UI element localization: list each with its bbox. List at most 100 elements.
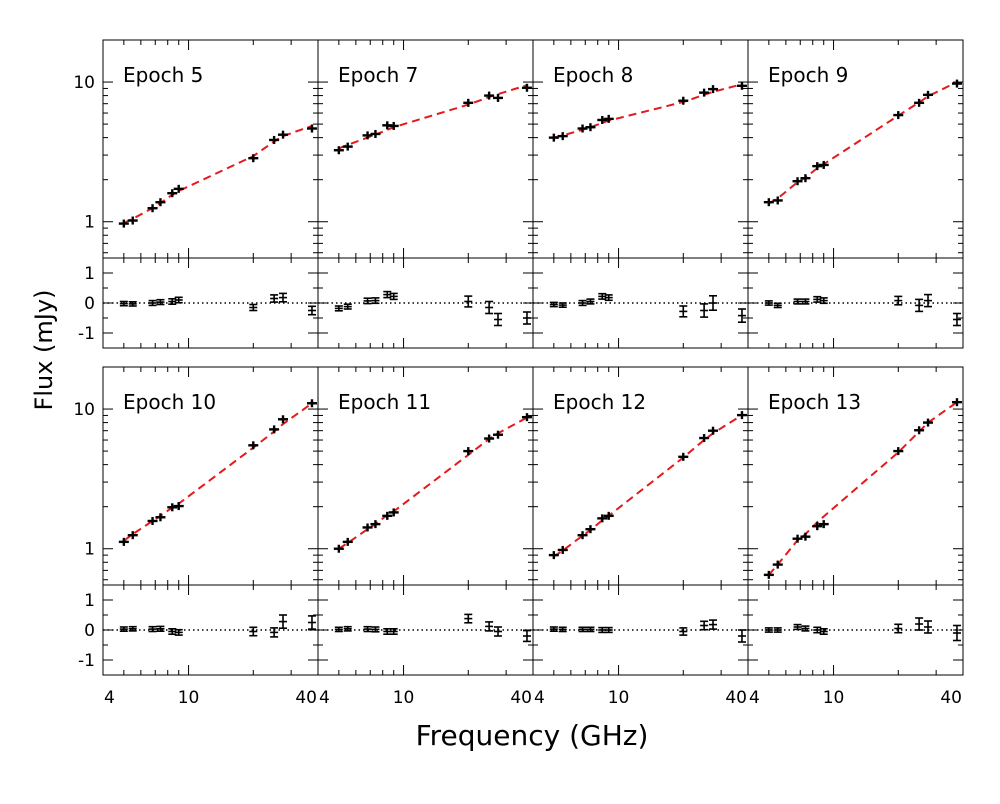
residual-errorbar — [270, 294, 279, 303]
data-point — [577, 124, 588, 133]
residual-errorbar — [793, 623, 802, 631]
residual-errorbar — [168, 297, 177, 306]
residual-errorbar — [148, 299, 157, 307]
data-point — [557, 132, 568, 141]
data-point — [923, 90, 934, 99]
data-point — [914, 426, 925, 435]
data-point — [127, 531, 138, 540]
data-point — [893, 447, 904, 456]
data-point — [699, 434, 710, 443]
panel-title: Epoch 5 — [123, 63, 203, 87]
data-point — [342, 537, 353, 546]
residual-errorbar — [709, 619, 718, 630]
epoch-panel: Epoch 7 — [317, 39, 534, 349]
data-point — [333, 146, 344, 155]
residual-errorbar — [343, 625, 352, 632]
epoch-panel: Epoch 8 — [532, 39, 749, 349]
data-point — [585, 525, 596, 534]
model-fit-line — [768, 401, 958, 576]
data-point — [557, 545, 568, 554]
residual-errorbar — [764, 627, 773, 633]
data-point — [484, 434, 495, 443]
data-point — [772, 560, 783, 569]
data-point — [893, 111, 904, 120]
panel-title: Epoch 7 — [338, 63, 418, 87]
data-point — [173, 502, 184, 511]
x-tick-label: 10 — [178, 688, 200, 708]
data-point — [792, 534, 803, 543]
data-point — [585, 123, 596, 132]
residual-errorbar — [894, 623, 903, 634]
residual-errorbar — [522, 629, 531, 643]
residual-errorbar — [793, 298, 802, 305]
y-tick-label: 10 — [73, 73, 95, 93]
data-point — [118, 219, 129, 228]
data-point — [167, 503, 178, 512]
residual-errorbar — [578, 626, 587, 633]
data-point — [167, 189, 178, 198]
residual-errorbar — [737, 308, 746, 324]
residual-errorbar — [801, 625, 810, 632]
residual-errorbar — [343, 303, 352, 310]
residual-errorbar — [119, 300, 128, 307]
residual-errorbar — [773, 302, 782, 309]
epoch-panel: Epoch 11 4 10 40 — [317, 366, 534, 708]
residual-errorbar — [558, 302, 567, 309]
residual-errorbar — [307, 305, 316, 316]
data-point — [548, 551, 559, 560]
residual-errorbar — [279, 614, 288, 630]
residual-errorbar — [270, 627, 279, 638]
data-point — [914, 98, 925, 107]
data-point — [763, 570, 774, 579]
data-point — [812, 522, 823, 531]
panel-title: Epoch 9 — [768, 63, 848, 87]
residual-errorbar — [604, 626, 613, 634]
residual-errorbar — [700, 620, 709, 631]
residual-errorbar — [915, 617, 924, 631]
data-point — [306, 124, 317, 133]
data-point — [678, 452, 689, 461]
epoch-panel: 1 10 -1 0 1 Epoch 5 — [73, 39, 319, 349]
panel-title: Epoch 12 — [553, 390, 646, 414]
residual-errorbar — [334, 626, 343, 633]
data-point — [370, 129, 381, 138]
x-tick-label: 4 — [319, 688, 330, 708]
data-point — [736, 411, 747, 420]
y-tick-label: 10 — [73, 400, 95, 420]
residual-errorbar — [383, 290, 392, 299]
data-point — [333, 544, 344, 553]
residual-errorbar — [389, 292, 398, 301]
residual-errorbar — [494, 626, 503, 637]
data-point — [382, 511, 393, 520]
y-tick-label: 1 — [84, 213, 95, 233]
residual-errorbar — [307, 615, 316, 630]
data-point — [951, 398, 962, 407]
residual-errorbar — [915, 298, 924, 313]
residual-errorbar — [586, 298, 595, 305]
residual-errorbar — [679, 305, 688, 318]
residual-errorbar — [598, 292, 607, 300]
data-point — [342, 142, 353, 151]
data-point — [155, 198, 166, 207]
x-axis-label: Frequency (GHz) — [416, 719, 649, 752]
data-point — [493, 93, 504, 102]
data-point — [521, 413, 532, 422]
x-tick-label: 40 — [725, 688, 747, 708]
residual-errorbar — [119, 626, 128, 633]
epoch-panel: 1 10 -1 0 1 Epoch 10 4 10 40 — [73, 366, 319, 708]
data-point — [362, 131, 373, 140]
residual-errorbar — [249, 626, 258, 637]
data-point — [818, 520, 829, 529]
epoch-panel: Epoch 12 4 10 40 — [532, 366, 749, 708]
data-point — [951, 79, 962, 88]
residual-errorbar — [174, 296, 183, 304]
residual-errorbar — [586, 626, 595, 633]
y-axis-label: Flux (mJy) — [30, 290, 58, 411]
residual-errorbar — [371, 297, 380, 305]
y-tick-label: 1 — [84, 540, 95, 560]
residual-errorbar — [700, 303, 709, 318]
data-point — [147, 204, 158, 213]
data-point — [708, 426, 719, 435]
residual-errorbar — [363, 625, 372, 633]
